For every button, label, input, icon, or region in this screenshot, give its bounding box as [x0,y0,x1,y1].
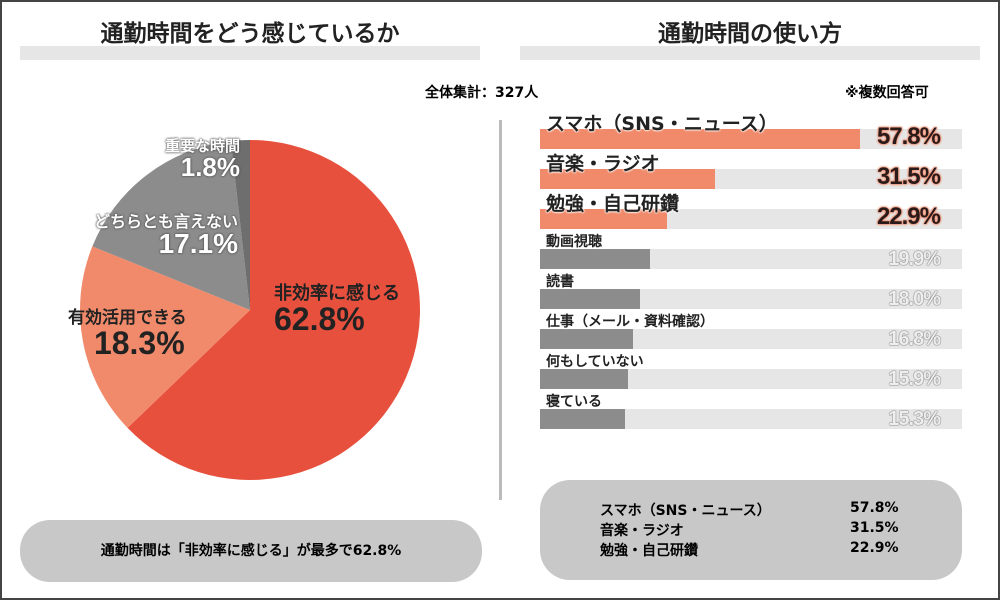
pie-chart [80,140,421,481]
total-count: 全体集計：327人 [425,85,539,101]
bar-row: 寝ている 15.3% [540,393,962,433]
summary-row: スマホ（SNS・ニュース） 57.8% [600,500,899,519]
bar-row: 勉強・自己研鑽 22.9% [540,193,962,233]
bar-title: 通勤時間の使い方 [520,14,980,60]
bar-label: 寝ている [546,394,602,410]
bar-row: 音楽・ラジオ 31.5% [540,153,962,193]
bar-label: 勉強・自己研鑽 [546,193,680,215]
bar-value: 31.5% [876,163,941,190]
bar-row: 読書 18.0% [540,273,962,313]
bar [540,169,715,189]
bar-value: 15.3% [888,408,941,430]
bar [540,409,625,429]
pie-slice [230,140,250,310]
bar-label: 仕事（メール・資料確認） [546,314,714,330]
bar-value: 22.9% [876,203,941,230]
bar-row: スマホ（SNS・ニュース） 57.8% [540,113,962,153]
summary-row: 勉強・自己研鑽 22.9% [600,540,899,559]
bar-track [540,369,962,389]
bar [540,129,861,149]
pie-slice [92,141,251,310]
bar-label: スマホ（SNS・ニュース） [546,113,778,135]
bar [540,369,629,389]
bar-value: 19.9% [888,248,941,270]
divider [499,120,502,500]
bar-label: 何もしていない [546,354,644,370]
bar [540,209,667,229]
bar-value: 57.8% [876,123,941,150]
pie-label-important: 重要な時間 1.8% [164,137,240,182]
pie-title: 通勤時間をどう感じているか [20,14,480,60]
pie-slice [127,140,421,481]
bar-track [540,289,962,309]
bar-row: 何もしていない 15.9% [540,353,962,393]
pie-label-effective: 有効活用できる 18.3% [68,308,187,361]
bar-value: 18.0% [888,288,941,310]
summary-left: 通勤時間は「非効率に感じる」が最多で62.8% [20,520,482,582]
bar-row: 動画視聴 19.9% [540,233,962,273]
pie-label-neither: どちらとも言えない 17.1% [93,212,238,259]
bar-label: 音楽・ラジオ [546,153,660,175]
bar-label: 読書 [546,274,574,290]
bar-value: 15.9% [888,368,941,390]
bar-label: 動画視聴 [546,234,602,250]
bar-track [540,329,962,349]
bar [540,249,651,269]
summary-right: スマホ（SNS・ニュース） 57.8% 音楽・ラジオ 31.5% 勉強・自己研鑽 22… [540,480,962,580]
multiple-answer-note: ※複数回答可 [845,85,929,101]
bar [540,329,634,349]
bar-value: 16.8% [888,328,941,350]
pie-slice [80,246,251,428]
bar-track [540,409,962,429]
pie-label-inefficient: 非効率に感じる 62.8% [274,283,400,337]
bar [540,289,640,309]
bar-row: 仕事（メール・資料確認） 16.8% [540,313,962,353]
summary-row: 音楽・ラジオ 31.5% [600,520,899,539]
